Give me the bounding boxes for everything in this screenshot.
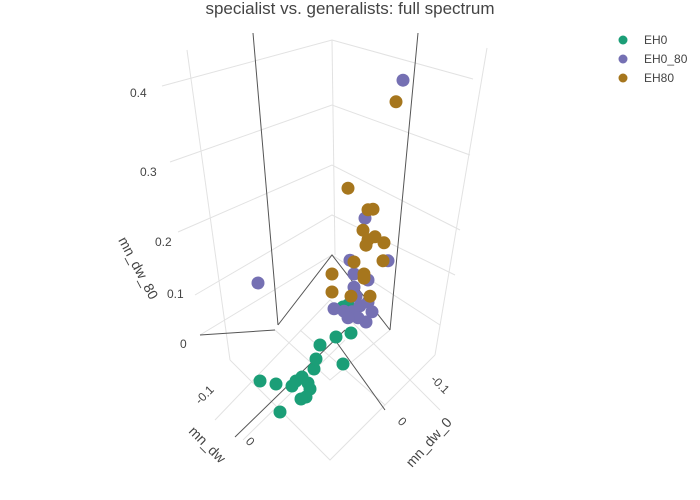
z-tick-label: 0.4 (130, 86, 147, 100)
data-point-eh80[interactable] (325, 285, 339, 299)
data-point-eh0[interactable] (309, 352, 323, 366)
data-point-eh80[interactable] (347, 255, 361, 269)
y-axis-label: mn_dw (186, 423, 230, 467)
legend-item-eh0-80[interactable]: EH0_80 (618, 52, 688, 66)
x-axis: -0.1 0 mn_dw_0 (395, 372, 455, 470)
legend-label: EH80 (644, 71, 674, 85)
data-point-eh0-80[interactable] (396, 73, 410, 87)
x-axis-label: mn_dw_0 (402, 414, 455, 470)
y-tick-label: -0.1 (192, 382, 217, 407)
z-tick-label: 0 (180, 337, 187, 351)
data-point-eh80[interactable] (344, 289, 358, 303)
legend-marker (618, 35, 628, 45)
data-point-eh0-80[interactable] (365, 305, 379, 319)
data-point-eh80[interactable] (376, 254, 390, 268)
data-point-eh0-80[interactable] (251, 276, 265, 290)
data-point-eh80[interactable] (325, 267, 339, 281)
data-point-eh0-80[interactable] (327, 302, 341, 316)
data-point-eh80[interactable] (356, 223, 370, 237)
data-point-eh80[interactable] (377, 236, 391, 250)
y-axis: -0.1 0 mn_dw (186, 382, 258, 466)
z-tick-label: 0.2 (155, 235, 172, 249)
legend-label: EH0 (644, 33, 668, 47)
data-point-eh0[interactable] (307, 362, 321, 376)
legend-item-eh80[interactable]: EH80 (618, 71, 675, 85)
data-point-eh0[interactable] (253, 374, 267, 388)
z-tick-label: 0.3 (140, 165, 157, 179)
data-point-eh0-80[interactable] (341, 311, 355, 325)
x-tick-label: -0.1 (428, 372, 453, 397)
data-point-eh0[interactable] (269, 377, 283, 391)
data-point-eh80[interactable] (361, 233, 375, 247)
data-point-eh0-80[interactable] (351, 311, 365, 325)
data-point-eh0-80[interactable] (347, 267, 361, 281)
legend-marker (618, 73, 628, 83)
data-points (251, 73, 410, 419)
data-point-eh80[interactable] (389, 95, 403, 109)
data-point-eh0[interactable] (336, 357, 350, 371)
data-point-eh0[interactable] (344, 326, 358, 340)
data-point-eh80[interactable] (341, 181, 355, 195)
y-tick-label: 0 (243, 434, 258, 449)
data-point-eh0[interactable] (329, 330, 343, 344)
z-tick-label: 0.1 (167, 287, 184, 301)
data-point-eh0[interactable] (313, 338, 327, 352)
legend[interactable]: EH0 EH0_80 EH80 (618, 33, 688, 85)
z-axis: 0.4 0.3 0.2 0.1 0 mn_dw_80 (115, 86, 187, 351)
data-point-eh80[interactable] (357, 271, 371, 285)
data-point-eh80[interactable] (363, 289, 377, 303)
legend-label: EH0_80 (644, 52, 688, 66)
legend-item-eh0[interactable]: EH0 (618, 33, 668, 47)
data-point-eh0[interactable] (273, 405, 287, 419)
chart-title: specialist vs. generalists: full spectru… (205, 0, 494, 18)
x-tick-label: 0 (395, 414, 410, 429)
legend-marker (618, 54, 628, 64)
data-point-eh0[interactable] (294, 392, 308, 406)
data-point-eh80[interactable] (366, 202, 380, 216)
